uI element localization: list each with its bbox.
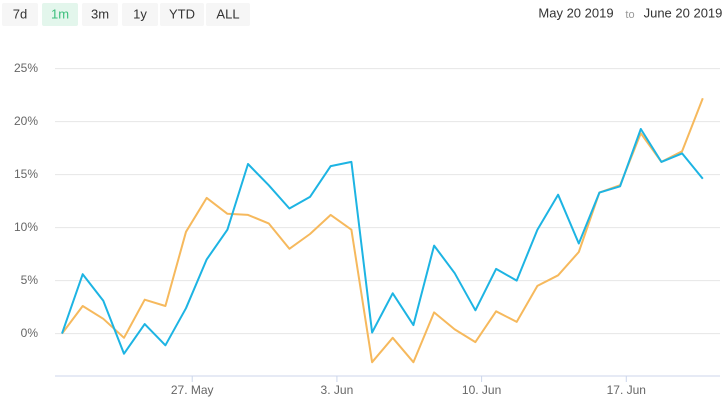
button-bg: [2, 3, 38, 26]
x-tick-label: 27. May: [171, 383, 214, 397]
button-label: 3m: [91, 6, 109, 21]
button-bg: [42, 3, 78, 26]
date-to: June 20 2019: [644, 5, 723, 20]
range-button[interactable]: ALL: [206, 3, 250, 26]
button-label: 1y: [133, 6, 147, 21]
y-tick-label: 15%: [14, 167, 38, 181]
button-bg: [160, 3, 204, 26]
range-button[interactable]: YTD: [160, 3, 204, 26]
date-separator: to: [625, 9, 634, 21]
line-series: [61, 97, 704, 364]
y-tick-label: 0%: [21, 326, 39, 340]
range-button[interactable]: 7d: [2, 3, 38, 26]
y-tick-label: 5%: [21, 273, 39, 287]
x-tick-label: 10. Jun: [462, 383, 501, 397]
range-button[interactable]: 3m: [82, 3, 118, 26]
button-bg: [82, 3, 118, 26]
line-series: [61, 128, 704, 355]
x-tick-label: 17. Jun: [607, 383, 646, 397]
range-button[interactable]: 1m: [42, 3, 78, 26]
button-label: 1m: [51, 6, 69, 21]
button-label: ALL: [216, 6, 239, 21]
button-bg: [206, 3, 250, 26]
range-button[interactable]: 1y: [122, 3, 158, 26]
x-tick-label: 3. Jun: [321, 383, 354, 397]
y-tick-label: 25%: [14, 61, 38, 75]
button-bg: [122, 3, 158, 26]
button-label: YTD: [169, 6, 195, 21]
date-from: May 20 2019: [538, 5, 613, 20]
y-tick-label: 10%: [14, 220, 38, 234]
y-tick-label: 20%: [14, 114, 38, 128]
button-label: 7d: [13, 6, 27, 21]
